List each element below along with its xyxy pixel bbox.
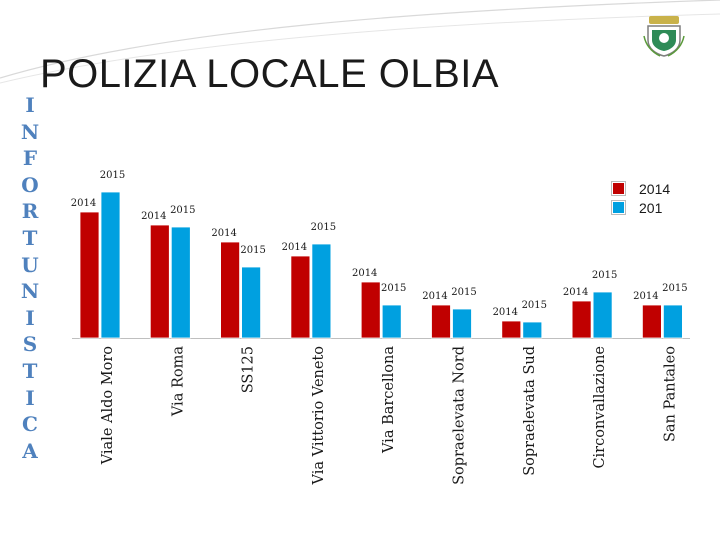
data-label: 2015 xyxy=(592,270,617,281)
bar-201 xyxy=(170,226,191,339)
side-word-letter: T xyxy=(22,225,38,250)
data-label: 2015 xyxy=(240,245,265,256)
data-label: 2015 xyxy=(662,283,687,294)
data-label: 2015 xyxy=(451,287,476,298)
legend-label: 201 xyxy=(639,199,663,216)
category-label: Via Vittorio Veneto xyxy=(311,346,327,485)
bar-2014 xyxy=(149,224,170,339)
category-label: SS125 xyxy=(241,346,257,393)
bar-201 xyxy=(381,304,402,339)
legend-item: 201 xyxy=(611,198,670,217)
page-title: POLIZIA LOCALE OLBIA xyxy=(40,52,500,96)
category-label: Via Barcellona xyxy=(381,346,397,454)
side-word-letter: C xyxy=(22,412,38,437)
data-label: 2014 xyxy=(282,242,307,253)
bar-2014 xyxy=(501,320,522,339)
bar-201 xyxy=(100,191,121,339)
bar-201 xyxy=(663,304,683,339)
legend-swatch xyxy=(611,200,626,215)
bar-2014 xyxy=(290,255,311,339)
legend-label: 2014 xyxy=(639,180,671,197)
side-word-letter: F xyxy=(22,146,38,171)
category-label: Sopraelevata Nord xyxy=(452,346,468,485)
legend-swatch xyxy=(611,181,626,196)
data-label: 2014 xyxy=(563,287,588,298)
side-word-letter: U xyxy=(21,252,39,277)
data-label: 2014 xyxy=(493,307,518,318)
legend-item: 2014 xyxy=(611,179,671,198)
side-word-letter: R xyxy=(21,199,39,224)
data-label: 2015 xyxy=(170,205,195,216)
category-label: Sopraelevata Sud xyxy=(522,346,538,476)
bar-2014 xyxy=(220,241,241,339)
side-word-letter: I xyxy=(25,385,35,410)
bar-2014 xyxy=(360,281,381,339)
bar-201 xyxy=(241,266,262,339)
data-label: 2015 xyxy=(100,170,125,181)
side-word-letter: S xyxy=(22,332,38,357)
data-label: 2014 xyxy=(71,198,96,209)
side-word-letter: I xyxy=(25,93,35,117)
side-word-letter: A xyxy=(22,438,38,463)
category-label: San Pantaleo xyxy=(662,346,678,442)
bar-201 xyxy=(592,291,613,339)
bar-201 xyxy=(522,321,543,339)
category-label: Viale Aldo Moro xyxy=(100,346,116,465)
bar-2014 xyxy=(431,304,451,339)
bar-2014 xyxy=(79,211,100,339)
bar-2014 xyxy=(571,300,592,339)
side-word-letter: N xyxy=(20,279,40,304)
coat-of-arms-icon xyxy=(642,14,686,58)
side-word-letter: O xyxy=(21,172,39,197)
chart-legend: 2014 201 xyxy=(611,179,671,217)
data-label: 2014 xyxy=(211,228,236,239)
header-decoration xyxy=(0,0,720,84)
side-word-letter: T xyxy=(22,358,38,383)
data-label: 2014 xyxy=(633,291,658,302)
side-word-letter: N xyxy=(20,119,40,144)
data-label: 2014 xyxy=(352,268,377,279)
bar-201 xyxy=(452,308,472,339)
data-label: 2015 xyxy=(381,283,406,294)
data-label: 2015 xyxy=(522,300,547,311)
bar-201 xyxy=(311,243,332,339)
category-label: Via Roma xyxy=(170,346,186,418)
data-label: 2015 xyxy=(311,222,336,233)
category-label: Circonvallazione xyxy=(592,346,608,469)
bar-2014 xyxy=(642,304,662,339)
data-label: 2014 xyxy=(141,211,166,222)
data-label: 2014 xyxy=(422,291,447,302)
side-word-letter: I xyxy=(25,305,35,330)
